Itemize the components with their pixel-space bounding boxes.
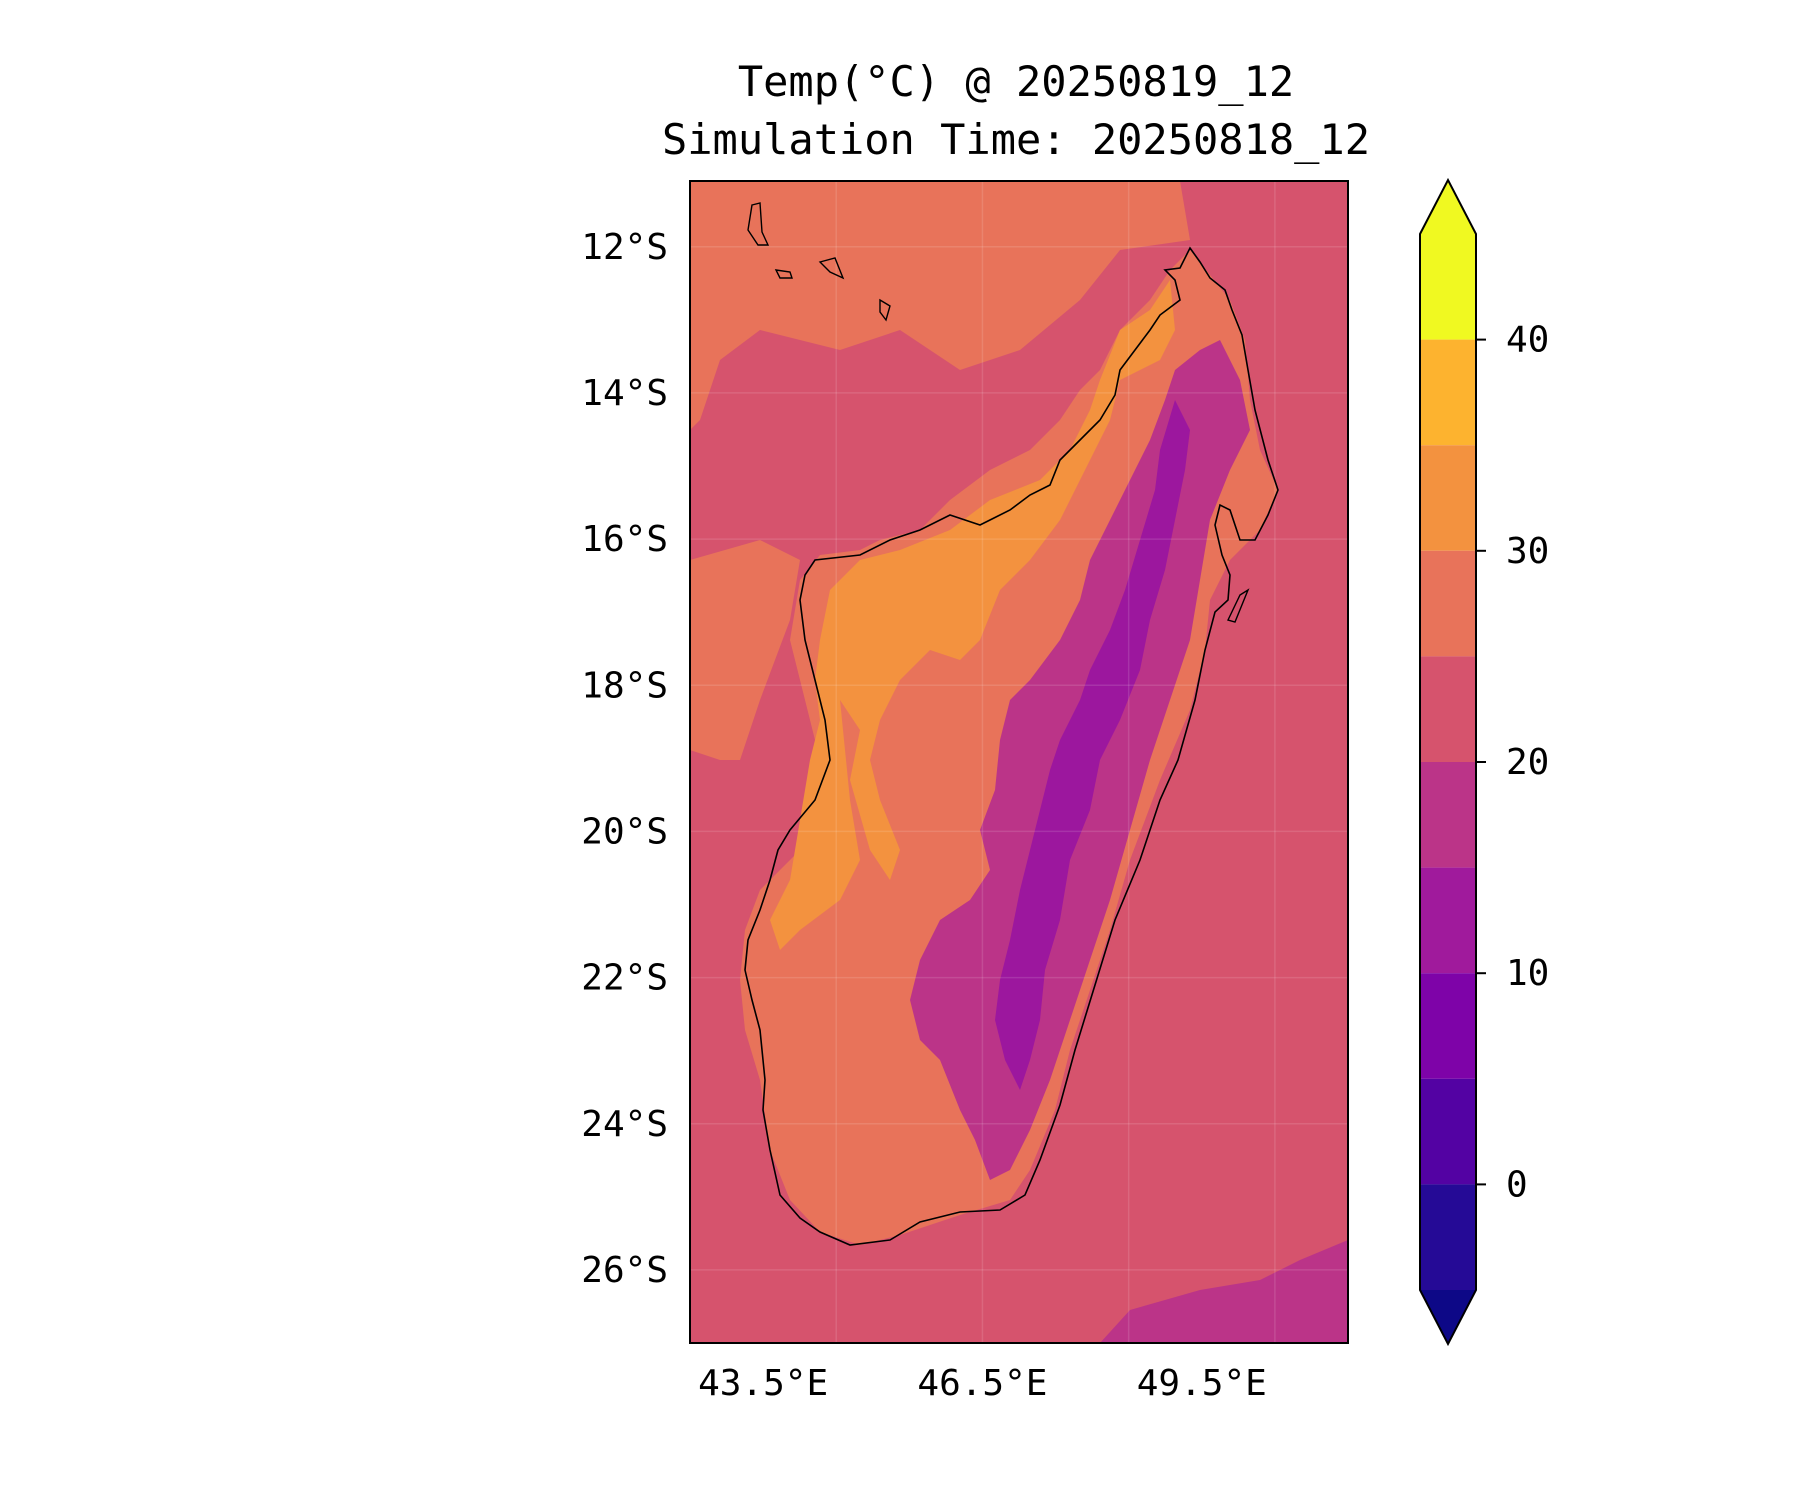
latitude-tick-label: 22°S xyxy=(581,958,668,999)
colorbar-band xyxy=(1420,1078,1476,1185)
colorbar-tick-label: 10 xyxy=(1506,953,1549,994)
island-comoros-3 xyxy=(818,257,845,280)
colorbar-band xyxy=(1420,656,1476,762)
latitude-tick-label: 26°S xyxy=(581,1250,668,1291)
colorbar-tick-label: 30 xyxy=(1506,531,1549,572)
colorbar-band xyxy=(1420,550,1476,657)
title-line-2: Simulation Time: 20250818_12 xyxy=(662,115,1370,164)
colorbar-band xyxy=(1420,1184,1476,1290)
colorbar-band xyxy=(1420,973,1476,1079)
longitude-tick-label: 49.5°E xyxy=(1137,1363,1267,1404)
graticule xyxy=(690,181,1348,1343)
latitude-labels: 12°S 14°S 16°S 18°S 20°S 22°S 24°S 26°S xyxy=(581,227,668,1291)
island-hot-area xyxy=(770,280,1175,950)
latitude-tick-label: 24°S xyxy=(581,1104,668,1145)
latitude-tick-label: 12°S xyxy=(581,227,668,268)
latitude-tick-label: 20°S xyxy=(581,811,668,852)
island-comoros-2 xyxy=(774,269,793,279)
colorbar-band xyxy=(1420,445,1476,551)
madagascar-coastline xyxy=(744,246,1279,1246)
colorbar-tick-label: 0 xyxy=(1506,1164,1528,1205)
colorbar-outline xyxy=(1419,177,1477,1347)
colorbar-tick-label: 40 xyxy=(1506,320,1549,361)
island-comoros-1 xyxy=(747,202,770,246)
latitude-tick-label: 14°S xyxy=(581,373,668,414)
southeast-sea-highland xyxy=(1100,1240,1348,1343)
longitude-tick-label: 46.5°E xyxy=(917,1363,1047,1404)
title-line-1: Temp(°C) @ 20250819_12 xyxy=(738,57,1294,106)
colorbar-tick-label: 20 xyxy=(1506,742,1549,783)
longitude-labels: 43.5°E 46.5°E 49.5°E xyxy=(698,1363,1267,1404)
map-frame xyxy=(689,180,1349,1344)
colorbar-band xyxy=(1420,339,1476,446)
island-sainte-marie xyxy=(1227,588,1250,623)
island-cold-area xyxy=(995,400,1190,1090)
warm-sea-region-west xyxy=(690,540,800,760)
warm-sea-region xyxy=(690,181,1190,430)
latitude-tick-label: 18°S xyxy=(581,665,668,706)
colorbar: 40 30 20 10 0 xyxy=(1419,177,1549,1347)
latitude-tick-label: 16°S xyxy=(581,519,668,560)
colorbar-band xyxy=(1420,234,1476,340)
colorbar-band xyxy=(1420,762,1476,868)
colorbar-band xyxy=(1420,867,1476,974)
longitude-tick-label: 43.5°E xyxy=(698,1363,828,1404)
island-mayotte xyxy=(879,298,891,322)
colorbar-extend-min xyxy=(1420,1290,1476,1344)
map-panel[interactable] xyxy=(690,181,1348,1343)
colorbar-extend-max xyxy=(1420,180,1476,234)
